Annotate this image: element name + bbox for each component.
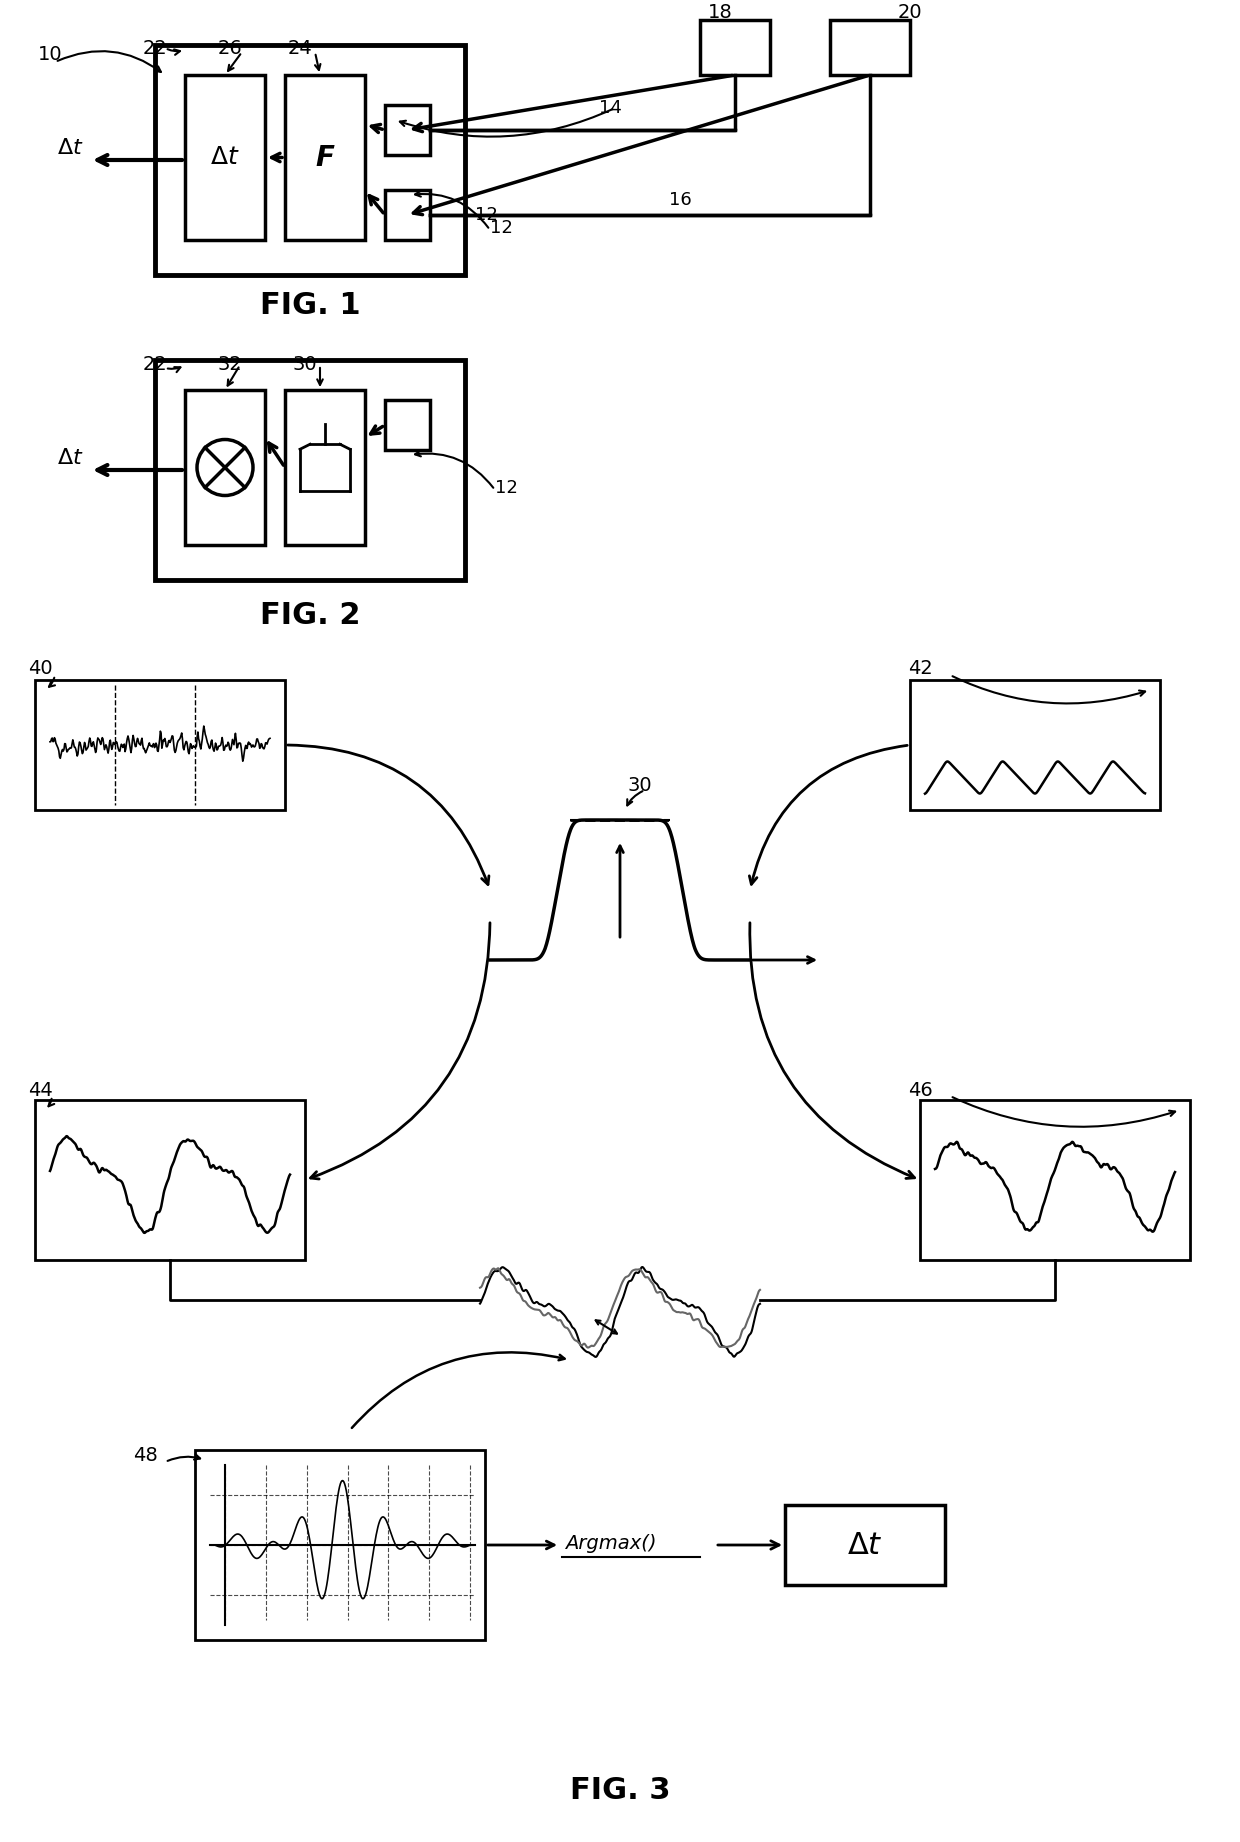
Text: FIG. 3: FIG. 3: [569, 1776, 671, 1805]
Text: 30: 30: [627, 775, 652, 794]
Text: F: F: [315, 144, 335, 171]
Text: 16: 16: [668, 192, 692, 208]
Text: FIG. 2: FIG. 2: [259, 600, 361, 630]
FancyBboxPatch shape: [285, 76, 365, 239]
FancyBboxPatch shape: [701, 20, 770, 76]
Text: 26: 26: [218, 39, 242, 57]
Text: 22: 22: [143, 39, 167, 57]
Text: 18: 18: [708, 2, 733, 22]
Text: $\Delta t$: $\Delta t$: [57, 138, 83, 158]
Text: 42: 42: [908, 658, 932, 678]
FancyBboxPatch shape: [384, 400, 430, 449]
FancyBboxPatch shape: [195, 1450, 485, 1639]
FancyBboxPatch shape: [35, 680, 285, 810]
Text: Argmax(): Argmax(): [565, 1534, 656, 1553]
Text: $\Delta t$: $\Delta t$: [210, 146, 239, 169]
Text: 12: 12: [475, 206, 498, 225]
FancyBboxPatch shape: [185, 76, 265, 239]
Text: 30: 30: [293, 356, 317, 374]
Text: $\Delta t$: $\Delta t$: [847, 1531, 883, 1560]
Text: 32: 32: [218, 356, 242, 374]
FancyBboxPatch shape: [920, 1100, 1190, 1260]
FancyBboxPatch shape: [155, 44, 465, 274]
Text: 22: 22: [143, 356, 167, 374]
FancyBboxPatch shape: [785, 1505, 945, 1584]
FancyBboxPatch shape: [155, 359, 465, 580]
FancyBboxPatch shape: [185, 391, 265, 545]
Text: 14: 14: [599, 99, 621, 118]
FancyBboxPatch shape: [830, 20, 910, 76]
Text: 12: 12: [495, 479, 518, 497]
FancyBboxPatch shape: [384, 105, 430, 155]
Text: 12: 12: [490, 219, 513, 238]
Text: 24: 24: [288, 39, 312, 57]
FancyBboxPatch shape: [35, 1100, 305, 1260]
Text: 10: 10: [37, 46, 62, 64]
Text: FIG. 1: FIG. 1: [259, 291, 361, 319]
Text: 44: 44: [27, 1081, 52, 1100]
Text: 48: 48: [133, 1446, 157, 1464]
Text: 46: 46: [908, 1081, 932, 1100]
Text: 40: 40: [27, 658, 52, 678]
FancyBboxPatch shape: [910, 680, 1159, 810]
FancyBboxPatch shape: [384, 190, 430, 239]
Text: $\Delta t$: $\Delta t$: [57, 448, 83, 468]
Text: 20: 20: [898, 2, 923, 22]
FancyBboxPatch shape: [285, 391, 365, 545]
